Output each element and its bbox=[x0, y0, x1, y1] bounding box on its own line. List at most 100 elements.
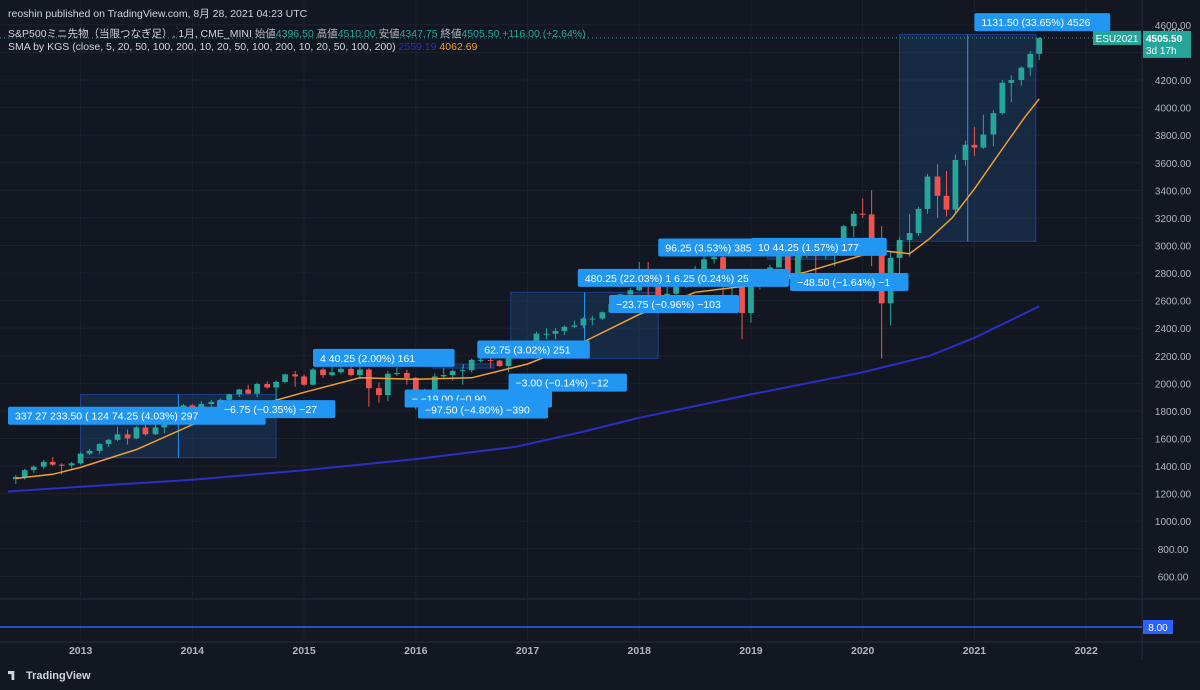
open-value: 4396.50 bbox=[275, 28, 314, 40]
price-axis: 600.00 800.00 1000.00 1200.00 1400.00 1600.00… bbox=[1155, 21, 1192, 583]
tradingview-logo[interactable]: TradingView bbox=[8, 670, 91, 682]
candle-body bbox=[301, 376, 307, 385]
candle-body bbox=[868, 214, 875, 252]
high-value: 4510.00 bbox=[337, 28, 376, 40]
measure-label-text: 480.25 (22.03%) 1 6.25 (0.24%) 25 bbox=[585, 273, 749, 285]
candle-body bbox=[655, 285, 662, 296]
measure-label: −3.00 (−0.14%) −12 bbox=[508, 373, 627, 392]
measure-label-text: −6.75 (−0.35%) −27 bbox=[224, 404, 317, 416]
measure-label-bg bbox=[508, 373, 627, 392]
measure-label-text: −23.75 (−0.96%) −103 bbox=[616, 299, 721, 311]
measure-label-text: −3.00 (−0.14%) −12 bbox=[516, 378, 609, 390]
measure-label: 1131.50 (33.65%) 4526 bbox=[974, 13, 1111, 32]
candle-body bbox=[487, 359, 494, 361]
y-tick-label: 2000.00 bbox=[1155, 379, 1192, 390]
measure-label-bg bbox=[8, 406, 266, 425]
symbol-tag-text: ESU2021 bbox=[1096, 34, 1139, 45]
candle-body bbox=[292, 374, 299, 377]
candle-body bbox=[589, 318, 596, 320]
measure-label: 337 27 233.50 ( 124 74.25 (4.03%) 297 bbox=[8, 406, 266, 425]
candle-body bbox=[412, 377, 419, 393]
measure-label-bg bbox=[313, 348, 455, 367]
candle-body bbox=[348, 368, 354, 376]
candle-body bbox=[96, 443, 103, 451]
candle-body bbox=[915, 208, 922, 234]
measure-label: 4 40.25 (2.00%) 161 bbox=[313, 348, 455, 367]
candle-body bbox=[431, 376, 438, 394]
y-tick-label: 1000.00 bbox=[1155, 517, 1192, 528]
last-price-text: 4505.50 bbox=[1146, 34, 1183, 45]
low-label: 安値 bbox=[378, 28, 400, 40]
measure-range-boxes bbox=[80, 34, 1037, 459]
candle-body bbox=[999, 82, 1006, 114]
candle-body bbox=[329, 372, 335, 376]
candle-body bbox=[384, 373, 391, 396]
candle-body bbox=[748, 286, 754, 314]
y-tick-label: 3200.00 bbox=[1155, 214, 1192, 225]
measure-label: −23.75 (−0.96%) −103 bbox=[609, 295, 740, 314]
measure-label-text: 96.25 (3.53%) 385 40 bbox=[665, 243, 766, 255]
x-tick-label: 2021 bbox=[963, 645, 987, 657]
candle-body bbox=[477, 359, 484, 361]
candle-body bbox=[599, 312, 606, 319]
symbol-legend: S&P500ミニ先物（当限つなぎ足）, 1月, CME_MINI 始値4396.… bbox=[8, 26, 586, 41]
close-label: 終値 bbox=[440, 28, 462, 40]
measure-label-text: 337 27 233.50 ( 124 74.25 (4.03%) 297 bbox=[15, 411, 198, 423]
candle-body bbox=[21, 470, 28, 478]
y-tick-label: 4000.00 bbox=[1155, 104, 1192, 115]
x-tick-label: 2022 bbox=[1074, 645, 1098, 657]
candle-body bbox=[124, 434, 131, 439]
measure-label-bg bbox=[609, 295, 740, 314]
measure-label-bg bbox=[577, 268, 789, 287]
sma-value-1: 2559.19 bbox=[398, 41, 437, 53]
measure-label: −97.50 (−4.80%) −390 bbox=[418, 400, 549, 419]
candle-body bbox=[1018, 67, 1025, 81]
candle-body bbox=[403, 372, 410, 378]
x-tick-label: 2013 bbox=[69, 645, 93, 657]
x-tick-label: 2019 bbox=[739, 645, 763, 657]
y-tick-label: 2600.00 bbox=[1155, 297, 1192, 308]
indicator-legend: SMA by KGS (close, 5, 20, 50, 100, 200, … bbox=[8, 41, 477, 53]
candle-body bbox=[896, 239, 903, 258]
x-tick-label: 2015 bbox=[292, 645, 316, 657]
x-tick-label: 2017 bbox=[516, 645, 540, 657]
measure-label-bg bbox=[216, 400, 336, 419]
candle-body bbox=[580, 318, 587, 326]
y-tick-label: 4600.00 bbox=[1155, 21, 1192, 32]
y-tick-label: 4200.00 bbox=[1155, 76, 1192, 87]
candle-body bbox=[739, 278, 745, 314]
y-tick-label: 1200.00 bbox=[1155, 490, 1192, 501]
measure-label-bg bbox=[477, 340, 590, 359]
candle-body bbox=[254, 384, 261, 394]
measure-label-bg bbox=[750, 237, 887, 256]
candle-body bbox=[840, 226, 847, 249]
candle-body bbox=[924, 176, 931, 209]
candle-body bbox=[980, 134, 987, 148]
open-label: 始値 bbox=[254, 28, 276, 40]
sub-pane-value: 8.00 bbox=[1148, 623, 1168, 634]
countdown-text: 3d 17h bbox=[1146, 46, 1177, 57]
candle-body bbox=[1008, 80, 1015, 83]
candle-body bbox=[552, 330, 559, 334]
candle-body bbox=[105, 439, 112, 444]
candle-body bbox=[859, 213, 866, 215]
brand-name: TradingView bbox=[26, 670, 91, 682]
measure-label: 10 44.25 (1.57%) 177 bbox=[750, 237, 887, 256]
candle-body bbox=[1027, 53, 1034, 68]
candle-body bbox=[505, 356, 512, 367]
candle-body bbox=[152, 427, 159, 435]
y-tick-label: 1400.00 bbox=[1155, 462, 1192, 473]
measure-label-text: 62.75 (3.02%) 251 bbox=[484, 345, 571, 357]
time-axis: 2013 2014 2015 2016 2017 2018 2019 2020 2021 2022 bbox=[69, 645, 1098, 657]
indicator-name: SMA by KGS (close, 5, 20, 50, 100, 200, … bbox=[8, 41, 396, 53]
x-tick-label: 2020 bbox=[851, 645, 875, 657]
candle-body bbox=[673, 286, 679, 294]
y-tick-label: 1600.00 bbox=[1155, 434, 1192, 445]
y-tick-label: 3400.00 bbox=[1155, 186, 1192, 197]
sma-slow-path bbox=[7, 305, 1040, 493]
measure-label: 480.25 (22.03%) 1 6.25 (0.24%) 25 bbox=[577, 268, 789, 287]
measure-label-text: −48.50 (−1.64%) −1 bbox=[797, 277, 890, 289]
candle-body bbox=[208, 401, 215, 404]
candle-body bbox=[273, 381, 280, 388]
